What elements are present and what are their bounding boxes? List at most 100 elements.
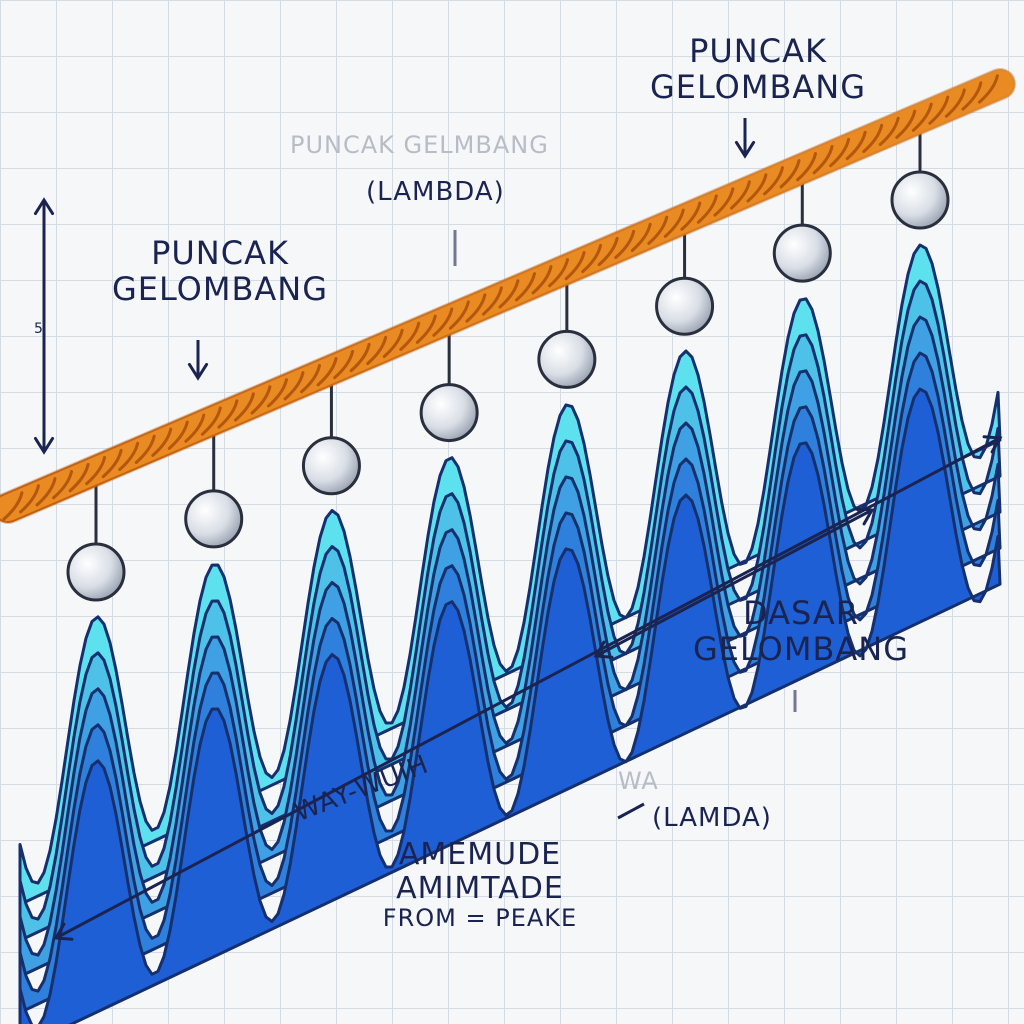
crest-ball [890,170,950,230]
label-lamda-bottom: (LAMDA) [652,803,772,833]
pointer-arrow-top-head [734,140,756,159]
amplitude-line-1: AMEMUDE [398,837,562,872]
rope-twist [713,187,735,217]
rope-twist [961,81,983,111]
rope-twist [614,229,636,260]
rope-twist [944,88,966,118]
rope-twist [845,130,867,161]
label-puncak-left: PUNCAK GELOMBANG [111,234,329,308]
rope-twist [68,462,90,493]
crest-ball [184,489,244,549]
rope-twist [101,448,123,479]
label-puncak-top: PUNCAK GELOMBANG [649,32,867,106]
crest-ball [655,276,715,336]
rope-twist [19,484,40,514]
rope [0,68,1016,524]
rope-twist [200,406,222,436]
lambda-arrow-head-end [854,507,875,526]
rope-twist [448,300,470,330]
wave-body [18,243,1002,1024]
rope-twist [763,166,784,196]
rope-twist [498,279,520,309]
rope-twist [647,215,669,245]
pointer-arrow-left-head [187,362,209,381]
label-amplitude: AMEMUDE AMIMTADE FROM = PEAKE [355,838,605,932]
rope-twist [481,286,503,316]
rope-twist [415,314,437,344]
rope-twist [382,328,404,358]
rope-twist [531,265,553,295]
rope-twist [597,236,619,267]
label-dasar: DASAR GELOMBANG [692,594,910,668]
rope-twist [118,441,140,472]
hanger-lines [94,130,922,546]
rope-twist [267,378,288,408]
amplitude-line-3: FROM = PEAKE [382,904,578,933]
rope-twist [746,173,768,203]
rope-twist [911,102,933,132]
rope-twist [680,201,702,231]
lambda-arrow [595,508,873,658]
rope-twist [878,116,900,146]
rope-twist [52,470,74,500]
rope-twist [35,477,57,507]
rope-twist [2,491,24,521]
rope-twist [977,74,999,104]
rope-twist [663,208,685,238]
amplitude-arrow-head-end [33,197,55,216]
rope-twist [581,243,603,274]
amplitude-line-2: AMIMTADE [396,870,564,906]
rope-twist [812,144,834,175]
rope-twist [779,159,801,189]
rope-twist [366,335,388,366]
crest-ball [301,436,361,496]
rope-twist [333,349,355,380]
rope-twist [465,293,487,323]
crest-markers [66,170,950,602]
rope-twist [928,95,950,125]
rope-twist [432,307,454,337]
lambda-arrow-head-start [593,640,614,659]
label-lambda-top: (LAMBDA) [366,177,505,207]
rope-twist [548,258,570,288]
crest-ball [537,329,597,389]
rope-twist [349,342,371,373]
rope-twist [564,250,586,281]
crest-ball [772,223,832,283]
rope-twist [895,109,917,139]
measure-arrows [33,118,1003,941]
rope-twist [283,371,305,401]
rope-twist [399,321,421,351]
rope-twist [862,123,884,154]
scale-mark: 5 [34,321,44,337]
rope-twist [167,420,189,450]
wavelength-arrow-head-start [53,922,74,941]
label-faded-top: PUNCAK GELMBANG [290,131,549,159]
wavelength-arrow [55,436,1001,940]
rope-twist [696,194,718,224]
rope-twist [729,180,751,210]
rope-twist [250,385,272,415]
rope-twist [796,152,818,182]
rope-twist [217,399,239,429]
rope-twist [829,137,851,168]
tick-mark [617,802,645,820]
rope-twist [85,455,107,486]
rope-twist [151,427,173,457]
wavelength-arrow-head-end [982,435,1003,454]
wave-layer-5 [18,387,1002,1024]
amplitude-arrow-head-start [33,436,55,455]
rope-twist [630,222,652,252]
rope-twist [134,434,156,464]
crest-ball [66,542,126,602]
rope-twist [316,356,338,387]
crest-ball [419,383,479,443]
rope-core [0,71,1013,521]
rope-twist [300,364,322,394]
label-faded-bottom: WA [618,767,659,795]
rope-twist [233,392,255,422]
rope-twist [515,272,536,302]
rope-twist [184,413,206,443]
